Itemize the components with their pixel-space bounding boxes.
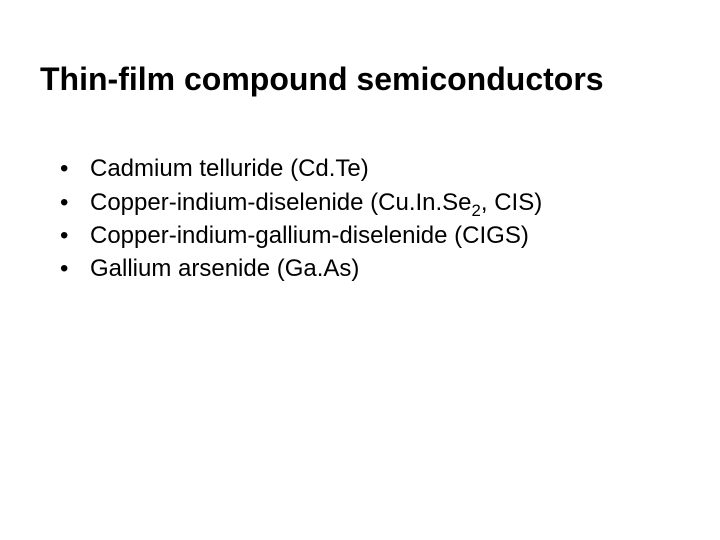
bullet-text-suffix: , CIS) (481, 189, 542, 216)
list-item: Gallium arsenide (Ga.As) (60, 253, 680, 284)
list-item: Copper-indium-diselenide (Cu.In.Se2, CIS… (60, 187, 680, 218)
bullet-text: Copper-indium-gallium-diselenide (CIGS) (90, 222, 529, 249)
list-item: Copper-indium-gallium-diselenide (CIGS) (60, 220, 680, 251)
subscript: 2 (472, 200, 481, 219)
slide: Thin-film compound semiconductors Cadmiu… (0, 0, 720, 540)
list-item: Cadmium telluride (Cd.Te) (60, 153, 680, 184)
bullet-list: Cadmium telluride (Cd.Te) Copper-indium-… (40, 153, 680, 284)
slide-title: Thin-film compound semiconductors (40, 60, 680, 98)
bullet-text: Cadmium telluride (Cd.Te) (90, 155, 369, 182)
bullet-text: Copper-indium-diselenide (Cu.In.Se (90, 189, 472, 216)
bullet-text: Gallium arsenide (Ga.As) (90, 255, 359, 282)
